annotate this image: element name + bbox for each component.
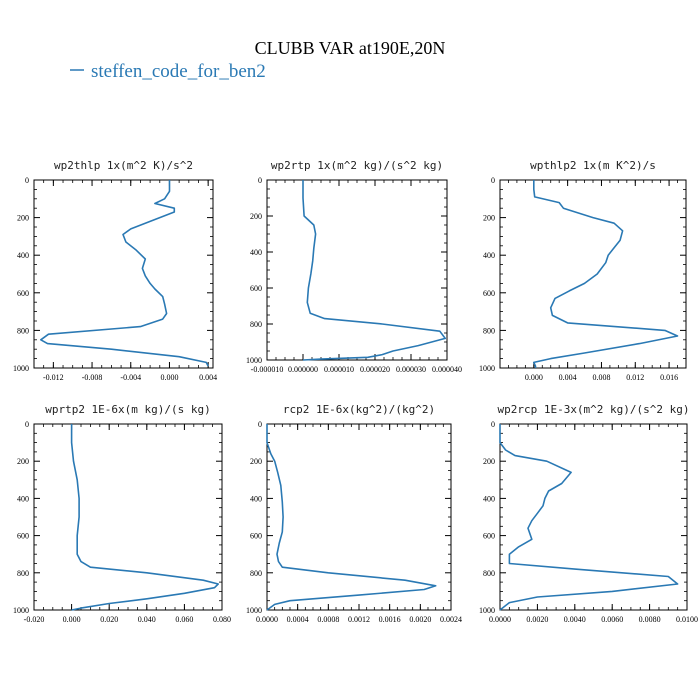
panel-title: wp2thlp 1x(m^2 K)/s^2	[54, 159, 193, 172]
y-tick-label: 800	[17, 569, 29, 578]
y-tick-label: 600	[250, 532, 262, 541]
y-tick-label: 0	[25, 420, 29, 429]
x-tick-label: 0.000000	[288, 365, 318, 374]
x-tick-label: 0.000	[63, 615, 81, 624]
figure-title: CLUBB VAR at190E,20N	[255, 38, 446, 58]
x-tick-label: 0.000	[160, 373, 178, 382]
x-tick-label: 0.0012	[348, 615, 370, 624]
y-tick-label: 0	[491, 176, 495, 185]
x-tick-label: 0.080	[213, 615, 231, 624]
y-tick-label: 1000	[479, 606, 495, 615]
y-tick-label: 0	[491, 420, 495, 429]
series-line	[266, 424, 437, 611]
x-tick-label: 0.012	[626, 373, 644, 382]
y-tick-label: 200	[483, 457, 495, 466]
y-tick-label: 200	[483, 214, 495, 223]
panel-title: wprtp2 1E-6x(m kg)/(s kg)	[45, 403, 211, 416]
y-tick-label: 800	[483, 569, 495, 578]
series-line	[302, 180, 447, 361]
y-tick-label: 400	[483, 494, 495, 503]
panel-6: wp2rcp 1E-3x(m^2 kg)/(s^2 kg)0 200 400 600 8…	[479, 403, 698, 624]
panel-title: rcp2 1E-6x(kg^2)/(kg^2)	[283, 403, 435, 416]
y-tick-label: 200	[17, 457, 29, 466]
plot-frame	[33, 179, 214, 369]
legend: steffen_code_for_ben2	[70, 61, 266, 82]
panel-2: wp2rtp 1x(m^2 kg)/(s^2 kg) 0 200 400 600 800 1…	[246, 159, 462, 374]
y-tick-label: 800	[17, 326, 29, 335]
x-tick-label: -0.004	[120, 373, 141, 382]
panel-title: wp2rtp 1x(m^2 kg)/(s^2 kg)	[271, 159, 443, 172]
panel-4: wprtp2 1E-6x(m kg)/(s kg) 0 200 400 600 800 10…	[13, 403, 231, 624]
x-tick-label: -0.000010	[251, 365, 284, 374]
x-tick-label: 0.0000	[256, 615, 278, 624]
x-tick-label: 0.000040	[432, 365, 462, 374]
plot-frame	[266, 179, 448, 361]
x-tick-label: 0.0024	[440, 615, 462, 624]
y-tick-label: 600	[250, 284, 262, 293]
x-tick-label: -0.008	[82, 373, 103, 382]
plot-frame	[499, 423, 688, 611]
x-tick-label: 0.040	[138, 615, 156, 624]
x-tick-label: -0.020	[24, 615, 45, 624]
y-tick-label: 1000	[13, 364, 29, 373]
y-tick-label: 200	[250, 457, 262, 466]
x-tick-label: 0.008	[592, 373, 610, 382]
y-tick-label: 1000	[479, 364, 495, 373]
plot-frame	[33, 423, 223, 611]
y-tick-label: 800	[250, 569, 262, 578]
x-tick-label: 0.016	[660, 373, 678, 382]
plot-frame	[266, 423, 452, 611]
panel-1: wp2thlp 1x(m^2 K)/s^2 0 200 400 600 800 1000 -0…	[13, 159, 217, 382]
x-tick-label: 0.000010	[324, 365, 354, 374]
x-tick-label: 0.0008	[317, 615, 339, 624]
y-tick-label: 600	[17, 289, 29, 298]
x-tick-label: 0.0004	[287, 615, 309, 624]
x-tick-label: 0.0020	[526, 615, 548, 624]
panel-5: rcp2 1E-6x(kg^2)/(kg^2) 0 200 400 600 800 1000…	[246, 403, 462, 624]
panel-title: wp2rcp 1E-3x(m^2 kg)/(s^2 kg)	[497, 403, 689, 416]
y-tick-label: 400	[17, 251, 29, 260]
x-tick-label: 0.020	[100, 615, 118, 624]
y-tick-label: 1000	[246, 606, 262, 615]
x-tick-label: 0.060	[175, 615, 193, 624]
y-tick-label: 400	[250, 494, 262, 503]
y-tick-label: 600	[483, 289, 495, 298]
y-tick-label: 600	[483, 532, 495, 541]
panel-grid: wp2thlp 1x(m^2 K)/s^202004006008001000-0…	[13, 159, 698, 624]
series-line	[532, 180, 679, 368]
y-tick-label: 0	[258, 420, 262, 429]
x-tick-label: -0.012	[43, 373, 64, 382]
series-line	[499, 424, 679, 611]
legend-label: steffen_code_for_ben2	[91, 61, 266, 82]
y-tick-label: 1000	[246, 356, 262, 365]
x-tick-label: 0.0000	[489, 615, 511, 624]
y-tick-label: 400	[483, 251, 495, 260]
y-tick-label: 200	[250, 212, 262, 221]
x-tick-label: 0.004	[199, 373, 217, 382]
x-tick-label: 0.0016	[379, 615, 401, 624]
x-tick-label: 0.000030	[396, 365, 426, 374]
y-tick-label: 0	[25, 176, 29, 185]
series-line	[39, 180, 209, 367]
x-tick-label: 0.0020	[409, 615, 431, 624]
y-tick-label: 400	[17, 494, 29, 503]
y-tick-label: 400	[250, 248, 262, 257]
panel-title: wpthlp2 1x(m K^2)/s	[530, 159, 656, 172]
x-tick-label: 0.0100	[676, 615, 698, 624]
x-tick-label: 0.0040	[564, 615, 586, 624]
x-tick-label: 0.000020	[360, 365, 390, 374]
panel-3: wpthlp2 1x(m K^2)/s 0 200 400 600 800 1000 0.00…	[479, 159, 687, 382]
x-tick-label: 0.000	[525, 373, 543, 382]
y-tick-label: 800	[250, 320, 262, 329]
y-tick-label: 1000	[13, 606, 29, 615]
x-tick-label: 0.0060	[601, 615, 623, 624]
x-tick-label: 0.004	[559, 373, 577, 382]
y-tick-label: 0	[258, 176, 262, 185]
y-tick-label: 200	[17, 214, 29, 223]
y-tick-label: 600	[17, 532, 29, 541]
x-tick-label: 0.0080	[639, 615, 661, 624]
series-line	[70, 424, 219, 611]
y-tick-label: 800	[483, 326, 495, 335]
